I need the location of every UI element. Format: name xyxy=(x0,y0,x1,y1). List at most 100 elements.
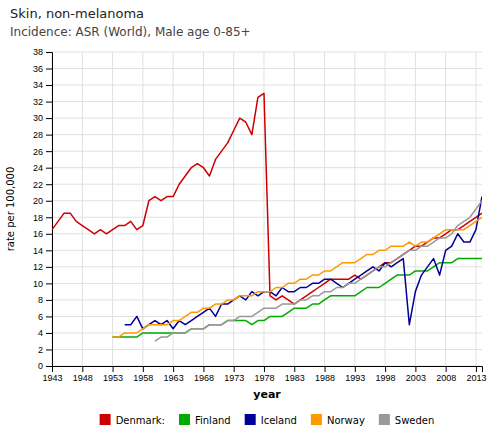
legend-item: Iceland xyxy=(245,414,297,426)
tick-mark xyxy=(46,102,52,103)
grid-line xyxy=(52,316,482,317)
tick-mark xyxy=(46,250,52,251)
tick-mark xyxy=(46,300,52,301)
tick-mark xyxy=(143,366,144,372)
tick: 12 xyxy=(33,262,52,272)
tick-mark xyxy=(46,85,52,86)
tick: 24 xyxy=(33,163,52,173)
grid-line xyxy=(52,233,482,234)
legend-label: Iceland xyxy=(261,415,297,426)
tick-label: 1948 xyxy=(73,373,93,383)
tick-label: 14 xyxy=(33,246,43,256)
grid xyxy=(52,52,482,366)
tick: 2008 xyxy=(436,366,456,383)
legend-label: Finland xyxy=(195,415,231,426)
grid-line xyxy=(203,52,204,366)
legend: Denmark:FinlandIcelandNorwaySweden xyxy=(100,414,435,426)
tick-mark xyxy=(325,366,326,372)
grid-line xyxy=(112,52,113,366)
tick-label: 1983 xyxy=(285,373,305,383)
plot: 1943194819531958196319681973197819831988… xyxy=(33,47,486,383)
tick: 2013 xyxy=(466,366,486,383)
tick-mark xyxy=(46,184,52,185)
legend-item: Sweden xyxy=(379,414,435,426)
grid-line xyxy=(52,332,482,333)
tick-label: 1953 xyxy=(103,373,123,383)
tick: 30 xyxy=(33,113,52,123)
grid-line xyxy=(354,52,355,366)
tick: 1993 xyxy=(345,366,365,383)
tick-label: 36 xyxy=(33,64,43,74)
tick: 1978 xyxy=(254,366,274,383)
tick-mark xyxy=(46,151,52,152)
tick: 14 xyxy=(33,246,52,256)
grid-line xyxy=(385,52,386,366)
legend-swatch xyxy=(179,414,190,425)
tick-label: 2013 xyxy=(466,373,486,383)
grid-line xyxy=(52,85,482,86)
tick-mark xyxy=(46,118,52,119)
tick: 1968 xyxy=(194,366,214,383)
grid-line xyxy=(82,52,83,366)
tick-mark xyxy=(234,366,235,372)
tick-label: 20 xyxy=(33,196,43,206)
tick-label: 16 xyxy=(33,229,43,239)
grid-line xyxy=(233,52,234,366)
grid-line xyxy=(52,151,482,152)
tick-mark xyxy=(46,135,52,136)
tick-label: 1958 xyxy=(133,373,153,383)
tick-mark xyxy=(46,333,52,334)
tick-label: 24 xyxy=(33,163,43,173)
tick: 26 xyxy=(33,147,52,157)
tick-label: 18 xyxy=(33,213,43,223)
tick-label: 8 xyxy=(38,295,43,305)
legend-item: Finland xyxy=(179,414,231,426)
series-line xyxy=(155,201,482,341)
tick-label: 1963 xyxy=(164,373,184,383)
grid-line xyxy=(52,299,482,300)
tick-label: 26 xyxy=(33,147,43,157)
tick-mark xyxy=(46,52,52,53)
tick-mark xyxy=(415,366,416,372)
tick-mark xyxy=(476,366,477,372)
tick-mark xyxy=(264,366,265,372)
tick: 1958 xyxy=(133,366,153,383)
tick: 1963 xyxy=(164,366,184,383)
tick-mark xyxy=(46,69,52,70)
tick-label: 1943 xyxy=(42,373,62,383)
tick-mark xyxy=(446,366,447,372)
tick-mark xyxy=(355,366,356,372)
x-axis: 1943194819531958196319681973197819831988… xyxy=(42,366,486,383)
tick-mark xyxy=(46,366,52,367)
grid-line xyxy=(52,68,482,69)
tick-mark xyxy=(46,316,52,317)
subtitle: Incidence: ASR (World), Male age 0-85+ xyxy=(10,25,251,39)
tick-mark xyxy=(203,366,204,372)
axis-line xyxy=(46,53,53,367)
tick: 6 xyxy=(38,312,52,322)
tick: 18 xyxy=(33,213,52,223)
tick: 28 xyxy=(33,130,52,140)
tick-label: 30 xyxy=(33,113,43,123)
tick: 8 xyxy=(38,295,52,305)
tick: 1988 xyxy=(315,366,335,383)
grid-line xyxy=(294,52,295,366)
legend-swatch xyxy=(245,414,256,425)
grid-line xyxy=(415,52,416,366)
tick-label: 1968 xyxy=(194,373,214,383)
tick-label: 0 xyxy=(38,361,43,371)
x-axis-label: year xyxy=(253,388,281,401)
grid-line xyxy=(52,52,482,53)
tick: 1998 xyxy=(376,366,396,383)
tick-mark xyxy=(113,366,114,372)
tick: 0 xyxy=(38,361,52,371)
tick: 1948 xyxy=(73,366,93,383)
tick: 2003 xyxy=(406,366,426,383)
grid-line xyxy=(52,134,482,135)
tick-mark xyxy=(173,366,174,372)
tick-label: 1998 xyxy=(376,373,396,383)
grid-line xyxy=(52,266,482,267)
tick: 10 xyxy=(33,279,52,289)
grid-line xyxy=(445,52,446,366)
axis-line xyxy=(53,367,483,373)
